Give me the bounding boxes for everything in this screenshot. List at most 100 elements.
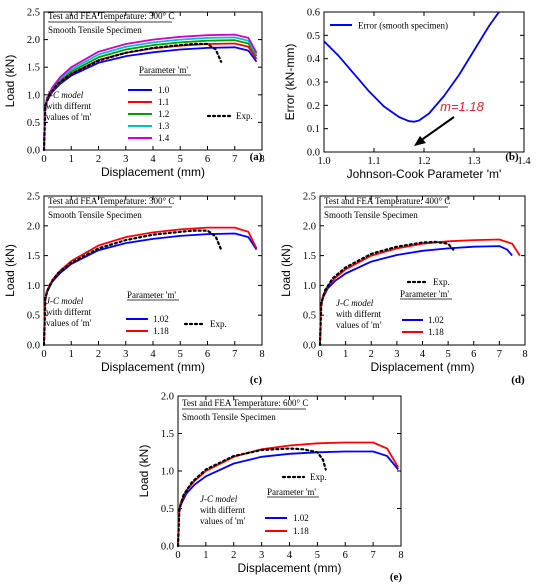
series-line-error-smooth-specimen- [323, 11, 500, 123]
y-tick-label: 0.1 [307, 124, 320, 135]
x-axis-label: Displacement (mm) [237, 561, 341, 575]
y-tick-label: 0.0 [307, 148, 320, 159]
temperature-annotation: Test and FEA Temperature: 600° C [182, 398, 308, 408]
temperature-annotation: Test and FEA Temperature: 300° C [48, 11, 174, 21]
x-tick-label: 0 [175, 550, 180, 561]
y-tick-label: 2.0 [27, 221, 40, 232]
y-tick-label: 0.5 [307, 31, 320, 42]
series-line-exp- [176, 447, 327, 548]
x-tick-label: 5 [315, 550, 320, 561]
series-line-1-4 [43, 33, 258, 151]
y-tick-label: 0.5 [303, 311, 316, 322]
x-tick-label: 5 [178, 154, 183, 165]
y-tick-label: 2.5 [27, 192, 40, 203]
legend-label: 1.02 [153, 314, 169, 324]
legend-label-exp: Exp. [210, 319, 227, 329]
legend-label-exp: Exp. [433, 277, 450, 287]
series-line-exp- [42, 229, 223, 347]
y-tick-label: 2.0 [303, 221, 316, 232]
x-tick-label: 0 [41, 349, 46, 360]
model-note-line: values of 'm' [46, 318, 92, 328]
chart-panel-b: 1.0 1.1 1.2 1.3 1.4 0.0 0.1 0.2 0.3 0.4 0.5 0.6 John… [283, 8, 531, 182]
legend-label: 1.18 [428, 327, 444, 337]
x-tick-label: 7 [371, 550, 376, 561]
legend-title: Parameter 'm' [400, 289, 449, 299]
x-tick-label: 3 [394, 349, 399, 360]
model-note-line: values of 'm' [46, 112, 92, 122]
y-tick-label: 0.5 [27, 118, 40, 129]
optimum-arrowhead [414, 136, 426, 146]
y-tick-label: 0.0 [161, 542, 174, 553]
x-tick-label: 6 [343, 550, 348, 561]
x-tick-label: 8 [259, 154, 264, 165]
x-tick-label: 1.4 [517, 156, 531, 167]
legend-title: Parameter 'm' [139, 65, 188, 75]
model-note-line: values of 'm' [336, 320, 382, 330]
x-tick-label: 8 [259, 349, 264, 360]
x-tick-label: 2 [369, 349, 374, 360]
optimum-arrow [419, 116, 455, 142]
model-note-line: J-C model [46, 90, 84, 100]
x-tick-label: 3 [123, 349, 128, 360]
y-tick-label: 0.2 [307, 101, 320, 112]
panel-label: (c) [250, 374, 263, 386]
x-tick-label: 4 [150, 349, 156, 360]
y-tick-label: 2.5 [27, 8, 40, 19]
panel-label: (d) [511, 374, 525, 386]
y-tick-label: 0.3 [307, 78, 320, 89]
legend-label: 1.4 [158, 133, 170, 143]
x-axis-label: Displacement (mm) [370, 360, 474, 374]
x-tick-label: 5 [446, 349, 451, 360]
x-tick-label: 4 [420, 349, 426, 360]
y-tick-label: 1.5 [161, 429, 174, 440]
x-tick-label: 1.2 [417, 156, 430, 167]
x-tick-label: 4 [287, 550, 293, 561]
chart-panel-d: 0 1 2 3 4 5 6 7 8 0.0 0.5 1.0 1.5 2.0 2.5 Displacement … [279, 192, 528, 387]
legend-label: 1.1 [158, 97, 169, 107]
y-axis-label: Load (kN) [279, 244, 293, 297]
chart-panel-c: 0 1 2 3 4 5 6 7 8 0.0 0.5 1.0 1.5 2.0 2.5 Displacement … [3, 192, 265, 387]
x-tick-label: 6 [471, 349, 476, 360]
x-axis-label: Displacement (mm) [101, 165, 205, 179]
x-tick-label: 1.0 [317, 156, 330, 167]
x-tick-label: 0 [317, 349, 322, 360]
series-line-exp- [42, 42, 223, 152]
y-axis-label: Load (kN) [3, 244, 17, 297]
x-tick-label: 1.1 [367, 156, 380, 167]
y-tick-label: 0.0 [303, 341, 316, 352]
legend-title: Parameter 'm' [127, 290, 176, 300]
x-tick-label: 8 [398, 550, 403, 561]
y-axis-label: Load (kN) [3, 55, 17, 108]
legend-label: 1.0 [158, 85, 170, 95]
legend-label: 1.02 [428, 315, 444, 325]
specimen-annotation: Smooth Tensile Specimen [182, 412, 276, 422]
series-line-exp- [318, 240, 455, 347]
legend-label-exp: Exp. [236, 111, 253, 121]
y-tick-label: 0.0 [27, 341, 40, 352]
panel-label: (e) [390, 571, 403, 583]
model-note-line: with differnt [336, 309, 382, 319]
y-tick-label: 1.5 [27, 63, 40, 74]
y-tick-label: 1.0 [27, 281, 40, 292]
y-tick-label: 0.5 [161, 504, 174, 515]
x-tick-label: 5 [178, 349, 183, 360]
x-tick-label: 3 [259, 550, 264, 561]
model-note-line: J-C model [336, 298, 374, 308]
legend-label-exp: Exp. [310, 472, 327, 482]
y-tick-label: 1.0 [27, 90, 40, 101]
x-tick-label: 8 [522, 349, 527, 360]
x-tick-label: 7 [232, 154, 237, 165]
legend-title: Parameter 'm' [267, 487, 316, 497]
model-note-line: with differnt [46, 307, 92, 317]
model-note-line: J-C model [200, 494, 238, 504]
y-tick-label: 1.5 [27, 251, 40, 262]
x-tick-label: 6 [205, 349, 210, 360]
y-tick-label: 1.5 [303, 251, 316, 262]
x-tick-label: 2 [96, 154, 101, 165]
model-note-line: J-C model [46, 296, 84, 306]
specimen-annotation: Smooth Tensile Specimen [324, 210, 418, 220]
x-tick-label: 2 [96, 349, 101, 360]
legend-label: Error (smooth specimen) [358, 21, 448, 31]
x-tick-label: 1 [343, 349, 348, 360]
plot-frame [323, 11, 525, 153]
